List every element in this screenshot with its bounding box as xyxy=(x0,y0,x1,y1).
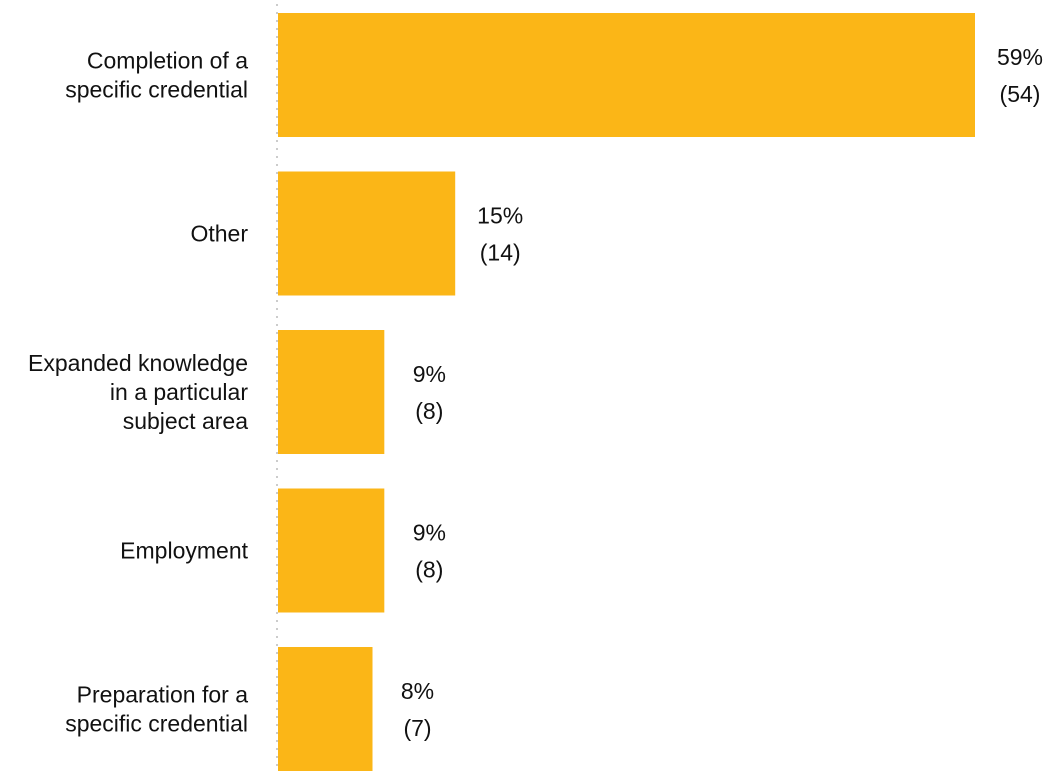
bar-3 xyxy=(278,488,385,613)
category-label-4: Preparation for a specific credential xyxy=(65,682,248,737)
category-label-line: Completion of a xyxy=(87,48,248,74)
bar-2 xyxy=(278,330,385,454)
value-label-count-3: (8) xyxy=(415,557,443,583)
value-label-count-0: (54) xyxy=(1000,81,1041,107)
category-label-line: Expanded knowledge xyxy=(28,350,248,376)
category-label-line: specific credential xyxy=(65,77,248,103)
value-label-percent-4: 8% xyxy=(401,678,434,704)
category-label-line: Preparation for a xyxy=(77,682,249,708)
category-label-line: Employment xyxy=(120,538,248,564)
category-label-line: subject area xyxy=(123,408,249,434)
value-label-percent-0: 59% xyxy=(997,44,1043,70)
category-labels-group: Completion of a specific credential Other E… xyxy=(28,48,249,737)
category-label-0: Completion of a specific credential xyxy=(65,48,248,103)
category-label-1: Other xyxy=(190,221,248,247)
bar-0 xyxy=(278,13,975,137)
bars-group xyxy=(278,13,975,771)
category-label-2: Expanded knowledge in a particular subject… xyxy=(28,350,248,434)
bar-4 xyxy=(278,647,373,771)
value-labels-group: 59% (54) 15% (14) 9% (8) 9% (8) 8% (7) xyxy=(401,44,1043,741)
bar-1 xyxy=(278,171,456,296)
value-label-percent-2: 9% xyxy=(413,361,446,387)
value-label-percent-1: 15% xyxy=(477,203,523,229)
value-label-percent-3: 9% xyxy=(413,520,446,546)
category-label-3: Employment xyxy=(120,538,248,564)
category-label-line: Other xyxy=(190,221,248,247)
category-label-line: in a particular xyxy=(110,379,248,405)
value-label-count-4: (7) xyxy=(403,715,431,741)
value-label-count-1: (14) xyxy=(480,240,521,266)
category-label-line: specific credential xyxy=(65,711,248,737)
value-label-count-2: (8) xyxy=(415,398,443,424)
